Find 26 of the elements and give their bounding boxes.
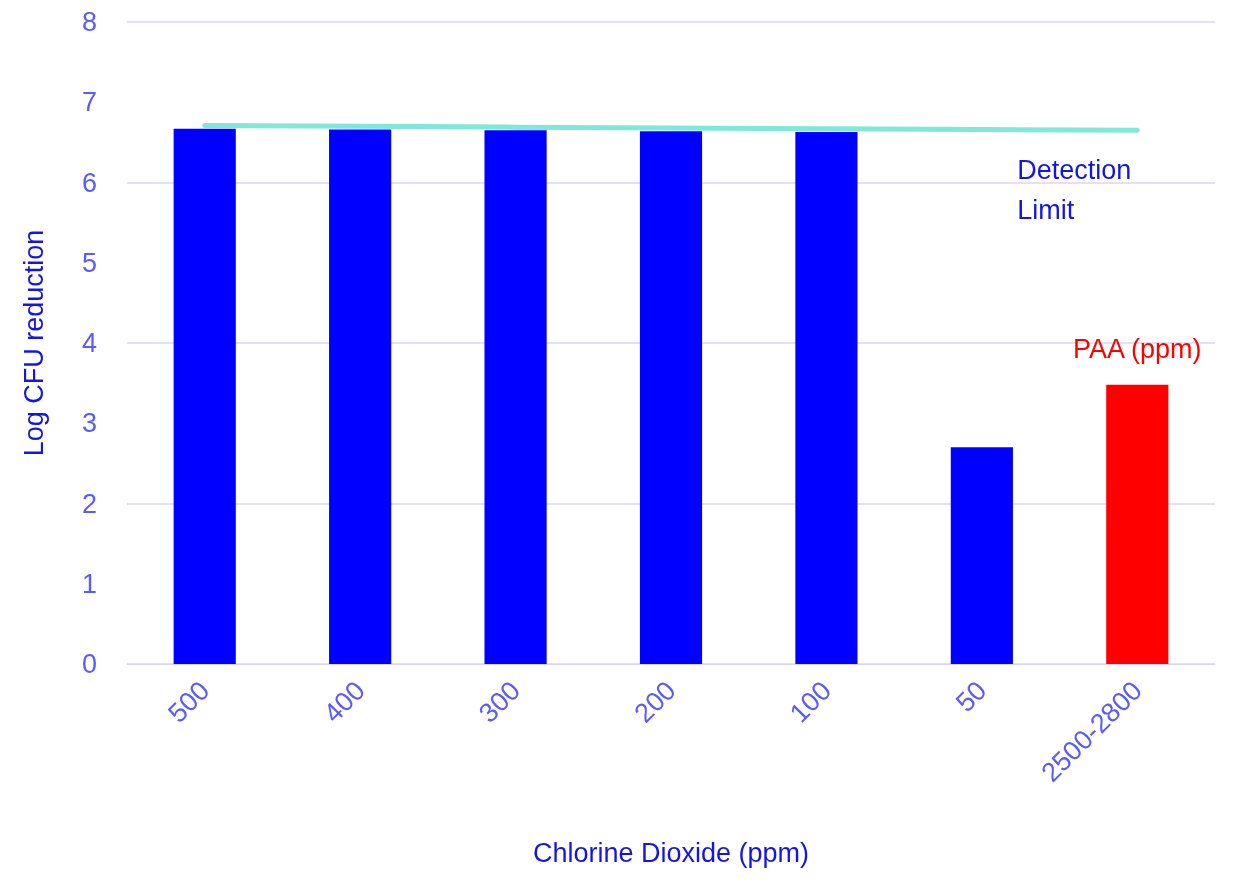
- y-tick-label: 4: [81, 328, 97, 358]
- bar: [950, 447, 1013, 664]
- x-tick-label: 300: [473, 675, 527, 729]
- y-tick-label: 7: [81, 87, 97, 118]
- x-axis-title: Chlorine Dioxide (ppm): [532, 837, 810, 868]
- series-label: Detection Limit: [1017, 155, 1139, 226]
- x-tick-label: 200: [628, 675, 682, 729]
- annotation: PAA (ppm): [1073, 334, 1202, 365]
- bar: [173, 128, 236, 664]
- y-tick-label: 2: [81, 488, 97, 519]
- y-tick-label: 6: [81, 167, 97, 198]
- bar: [795, 131, 858, 664]
- bar: [639, 131, 703, 664]
- x-tick-label: 400: [317, 675, 371, 729]
- y-tick-label: 0: [81, 649, 97, 679]
- bar: [484, 130, 547, 664]
- x-tick-label: 100: [783, 675, 838, 729]
- y-tick-label: 1: [81, 568, 97, 599]
- bar: [329, 129, 392, 664]
- y-tick-label: 5: [81, 247, 97, 278]
- y-tick-label: 3: [81, 408, 97, 439]
- bar: [1106, 384, 1169, 664]
- y-axis-title: Log CFU reduction: [18, 229, 49, 457]
- x-tick-label: 500: [162, 675, 216, 729]
- x-tick-label: 50: [950, 675, 993, 718]
- y-tick-label: 8: [81, 7, 97, 37]
